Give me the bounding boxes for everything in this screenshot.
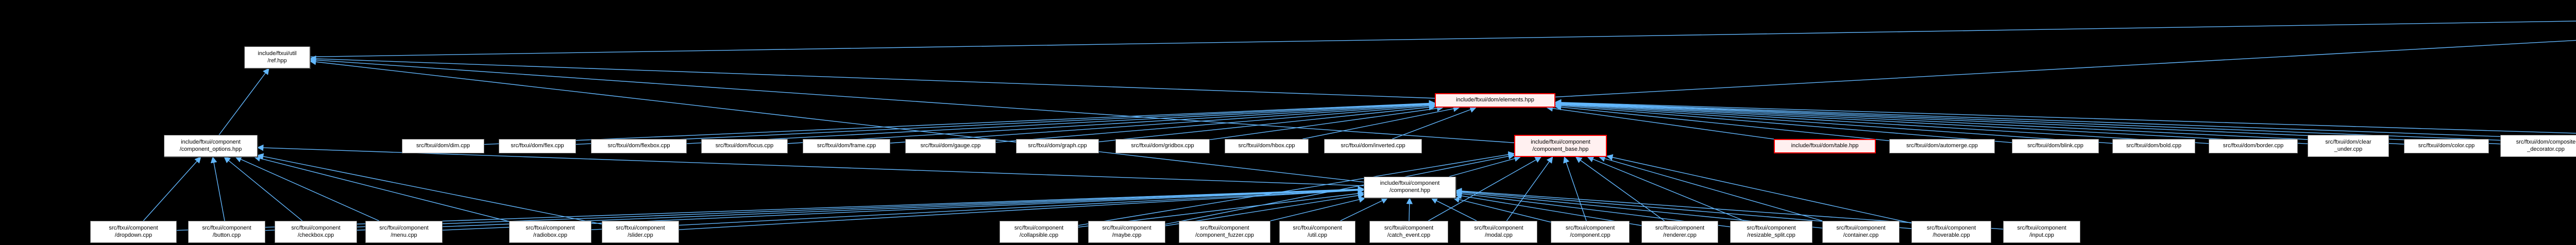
graph-node-graph_cpp[interactable]: src/ftxui/dom/graph.cpp: [1016, 139, 1099, 153]
include-edge-slider-to-comp_options: [257, 153, 602, 225]
include-edge-comp_options-to-ref: [218, 67, 269, 135]
graph-node-gridbox[interactable]: src/ftxui/dom/gridbox.cpp: [1115, 139, 1210, 153]
include-edge-elements-to-root: [1555, 40, 2576, 98]
graph-node-catch_event[interactable]: src/ftxui/component /catch_event.cpp: [1369, 221, 1448, 243]
graph-node-elements[interactable]: include/ftxui/dom/elements.hpp: [1435, 93, 1555, 108]
include-edge-collapsible-to-comp_base: [1078, 151, 1515, 226]
graph-node-util[interactable]: src/ftxui/component /util.cpp: [1279, 221, 1355, 243]
include-edge-checkbox-to-comp_options: [224, 156, 303, 221]
include-edge-modal-to-comp_base: [1506, 156, 1553, 221]
include-edge-comp_hpp-to-comp_base: [1449, 155, 1521, 177]
include-edge-gridbox-to-elements: [1209, 105, 1444, 141]
graph-node-automerge[interactable]: src/ftxui/dom/automerge.cpp: [1889, 139, 1995, 153]
include-edge-frame-to-elements: [890, 101, 1436, 144]
include-edge-inverted-to-elements: [1392, 107, 1477, 139]
include-edge-component_cpp-to-comp_hpp: [1453, 196, 1551, 223]
graph-node-resizable[interactable]: src/ftxui/component /resizable_split.cpp: [1730, 221, 1812, 243]
include-edge-button-to-comp_options: [210, 156, 225, 221]
include-edge-dropdown-to-comp_options: [143, 156, 201, 221]
graph-node-renderer[interactable]: src/ftxui/component /renderer.cpp: [1641, 221, 1718, 243]
graph-node-blink[interactable]: src/ftxui/dom/blink.cpp: [2012, 139, 2099, 153]
graph-node-flexbox[interactable]: src/ftxui/dom/flexbox.cpp: [591, 139, 687, 153]
include-edge-elements-to-ref: [309, 55, 1435, 99]
include-edge-maybe-to-comp_hpp: [1165, 192, 1365, 226]
graph-node-comp_base[interactable]: include/ftxui/component /component_base.…: [1514, 135, 1607, 157]
graph-node-maybe[interactable]: src/ftxui/component /maybe.cpp: [1088, 221, 1165, 243]
graph-node-modal[interactable]: src/ftxui/component /modal.cpp: [1460, 221, 1537, 243]
graph-node-table[interactable]: include/ftxui/dom/table.hpp: [1774, 139, 1876, 153]
graph-node-hbox[interactable]: src/ftxui/dom/hbox.cpp: [1225, 139, 1309, 153]
include-edge-component_cpp-to-comp_base: [1563, 156, 1587, 221]
graph-node-clear_under[interactable]: src/ftxui/dom/clear _under.cpp: [2308, 135, 2389, 157]
graph-node-focus[interactable]: src/ftxui/dom/focus.cpp: [701, 139, 788, 153]
include-edge-hbox-to-elements: [1302, 106, 1460, 139]
include-edge-radiobox-to-comp_hpp: [591, 186, 1365, 231]
graph-node-collapsible[interactable]: src/ftxui/component /collapsible.cpp: [999, 221, 1078, 243]
include-edge-table-to-elements: [1546, 105, 1774, 139]
include-edge-comp_hpp-to-ref: [309, 58, 1364, 183]
graph-node-dim[interactable]: src/ftxui/dom/dim.cpp: [402, 139, 484, 153]
graph-node-slider[interactable]: src/ftxui/component /slider.cpp: [602, 221, 679, 243]
include-edge-ref-to-root: [310, 21, 2576, 58]
include-edge-util-to-comp_hpp: [1340, 198, 1388, 221]
include-edge-dbox-to-elements: [1554, 99, 2576, 144]
include-edge-renderer-to-comp_base: [1575, 156, 1665, 221]
include-edge-catch_event-to-comp_hpp: [1406, 197, 1413, 221]
graph-node-container[interactable]: src/ftxui/component /container.cpp: [1822, 221, 1900, 243]
graph-node-comp_hpp[interactable]: include/ftxui/component /component.hpp: [1364, 177, 1456, 198]
graph-node-fuzzer[interactable]: src/ftxui/component /component_fuzzer.cp…: [1179, 221, 1270, 243]
include-edge-renderer-to-comp_hpp: [1455, 192, 1642, 226]
include-edge-radiobox-to-comp_options: [253, 155, 510, 222]
graph-node-gauge[interactable]: src/ftxui/dom/gauge.cpp: [905, 139, 996, 153]
graph-node-color[interactable]: src/ftxui/dom/color.cpp: [2404, 139, 2489, 153]
graph-node-composite[interactable]: src/ftxui/dom/composite _decorator.cpp: [2500, 135, 2576, 157]
include-edge-menu-to-comp_hpp: [442, 186, 1365, 231]
graph-node-menu[interactable]: src/ftxui/component /menu.cpp: [365, 221, 443, 243]
include-edge-border-to-elements: [1554, 101, 2209, 144]
graph-node-checkbox[interactable]: src/ftxui/component /checkbox.cpp: [275, 221, 357, 243]
include-edge-menu-to-comp_options: [235, 156, 380, 221]
include-edge-comp_hpp-to-comp_options: [257, 144, 1364, 186]
graph-node-input[interactable]: src/ftxui/component /input.cpp: [2003, 221, 2080, 243]
include-edge-resizable-to-comp_base: [1587, 156, 1744, 221]
include-edge-catch_event-to-comp_base: [1428, 156, 1542, 221]
graph-node-hoverable[interactable]: src/ftxui/component /hoverable.cpp: [1911, 221, 1991, 243]
graph-node-radiobox[interactable]: src/ftxui/component /radiobox.cpp: [509, 221, 591, 243]
include-edge-hoverable-to-comp_base: [1606, 154, 1912, 224]
include-edge-comp_base-to-ref: [309, 57, 1515, 143]
include-edge-color-to-elements: [1554, 100, 2404, 145]
include-edge-flex-to-elements: [575, 100, 1436, 145]
graph-node-dropdown[interactable]: src/ftxui/component /dropdown.cpp: [90, 221, 177, 243]
graph-node-button[interactable]: src/ftxui/component /button.cpp: [188, 221, 265, 243]
include-edge-canvas-to-elements: [1554, 99, 2576, 134]
graph-node-bold[interactable]: src/ftxui/dom/bold.cpp: [2112, 139, 2195, 153]
graph-node-inverted[interactable]: src/ftxui/dom/inverted.cpp: [1324, 139, 1422, 153]
include-edge-dim-to-elements: [484, 100, 1436, 145]
graph-node-border[interactable]: src/ftxui/dom/border.cpp: [2209, 139, 2298, 153]
include-edge-blink-to-elements: [1554, 102, 2012, 143]
include-edge-button-to-comp_hpp: [265, 186, 1365, 231]
include-edge-gauge-to-elements: [995, 102, 1436, 143]
graph-node-flex[interactable]: src/ftxui/dom/flex.cpp: [499, 139, 576, 153]
include-edge-focus-to-elements: [787, 101, 1436, 144]
graph-node-component_cpp[interactable]: src/ftxui/component /component.cpp: [1551, 221, 1630, 243]
include-edge-slider-to-comp_hpp: [679, 187, 1365, 230]
graph-node-frame[interactable]: src/ftxui/dom/frame.cpp: [803, 139, 890, 153]
graph-node-comp_options[interactable]: include/ftxui/component /component_optio…: [164, 135, 258, 157]
include-edge-container-to-comp_base: [1598, 155, 1823, 221]
include-edge-automerge-to-elements: [1554, 103, 1890, 142]
graph-node-ref[interactable]: include/ftxui/util /ref.hpp: [244, 46, 310, 68]
include-edge-flexbox-to-elements: [686, 100, 1436, 144]
include-edge-fuzzer-to-comp_hpp: [1270, 196, 1366, 221]
include-edge-bold-to-elements: [1554, 101, 2113, 144]
include-edge-modal-to-comp_hpp: [1431, 198, 1477, 221]
include-edge-graph_cpp-to-elements: [1098, 104, 1436, 143]
include-edge-clear_under-to-elements: [1554, 100, 2308, 144]
